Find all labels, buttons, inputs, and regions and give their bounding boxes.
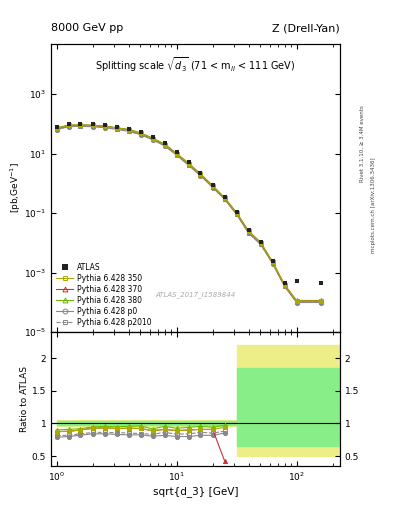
Legend: ATLAS, Pythia 6.428 350, Pythia 6.428 370, Pythia 6.428 380, Pythia 6.428 p0, Py: ATLAS, Pythia 6.428 350, Pythia 6.428 37…	[54, 261, 154, 329]
Text: Splitting scale $\sqrt{d_3}$ (71 < m$_{ll}$ < 111 GeV): Splitting scale $\sqrt{d_3}$ (71 < m$_{l…	[95, 55, 296, 74]
Y-axis label: Ratio to ATLAS: Ratio to ATLAS	[20, 366, 29, 432]
Text: Rivet 3.1.10, ≥ 3.4M events: Rivet 3.1.10, ≥ 3.4M events	[360, 105, 365, 182]
Text: ATLAS_2017_I1589844: ATLAS_2017_I1589844	[155, 291, 236, 298]
X-axis label: sqrt{d_3} [GeV]: sqrt{d_3} [GeV]	[153, 486, 238, 497]
Y-axis label: $\frac{d\sigma}{d\mathrm{sqrt}(d_3)}$
[pb,GeV$^{-1}$]: $\frac{d\sigma}{d\mathrm{sqrt}(d_3)}$ [p…	[0, 162, 22, 213]
Text: 8000 GeV pp: 8000 GeV pp	[51, 24, 123, 33]
Text: Z (Drell-Yan): Z (Drell-Yan)	[272, 24, 340, 33]
Text: mcplots.cern.ch [arXiv:1306.3436]: mcplots.cern.ch [arXiv:1306.3436]	[371, 157, 376, 252]
